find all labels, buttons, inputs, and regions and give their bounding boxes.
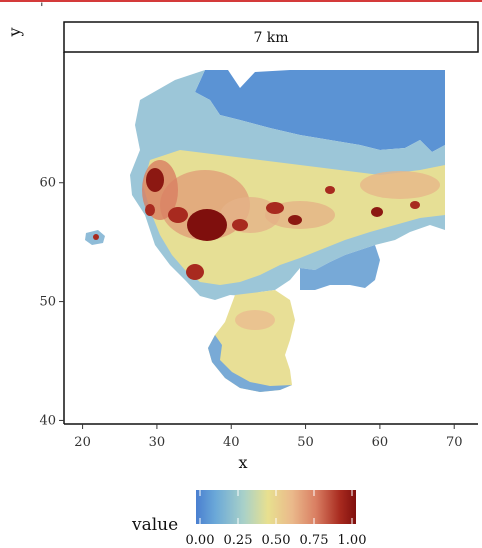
raster-hotspot [168, 207, 188, 223]
legend-title: value [131, 515, 178, 535]
raster-patch [360, 171, 440, 199]
legend: value 0.00 0.25 0.50 0.75 1.00 [131, 490, 366, 548]
plot-panel [85, 70, 445, 392]
raster-southeast [300, 245, 380, 290]
raster-hotspot [371, 207, 383, 217]
x-ticks: 20 30 40 50 60 70 [74, 424, 462, 450]
raster-hotspot [232, 219, 248, 231]
x-tick-label: 30 [149, 435, 166, 450]
y-tick-label: 50 [39, 295, 56, 310]
x-tick-label: 40 [223, 435, 240, 450]
y-axis-title: y [5, 27, 24, 37]
legend-break-label: 0.25 [224, 533, 253, 548]
raster-island-dot [93, 234, 99, 240]
x-tick-label: 20 [74, 435, 91, 450]
raster-hotspot [145, 204, 155, 216]
legend-break-label: 1.00 [338, 533, 367, 548]
facet-strip-label: 7 km [253, 30, 288, 46]
facet-strip [63, 21, 479, 53]
raster-region [85, 70, 445, 392]
legend-break-label: 0.50 [262, 533, 291, 548]
x-tick-label: 60 [372, 435, 389, 450]
raster-hotspot [266, 202, 284, 214]
legend-break-label: 0.00 [186, 533, 215, 548]
x-axis-title: x [238, 453, 247, 472]
raster-hotspot [325, 186, 335, 194]
raster-hotspot [288, 215, 302, 225]
raster-hotspot [187, 209, 227, 241]
top-mark: ' [40, 1, 44, 16]
raster-hotspot [186, 264, 204, 280]
y-tick-label: 40 [39, 413, 56, 428]
raster-hotspot [410, 201, 420, 209]
y-ticks: 40 50 60 [39, 176, 64, 428]
raster-south [208, 290, 295, 392]
y-tick-label: 60 [39, 176, 56, 191]
x-tick-label: 70 [446, 435, 463, 450]
raster-south-fringe [208, 335, 292, 392]
legend-break-label: 0.75 [300, 533, 329, 548]
x-tick-label: 50 [297, 435, 314, 450]
raster-patch [235, 310, 275, 330]
raster-north [195, 70, 445, 152]
legend-ticks: 0.00 0.25 0.50 0.75 1.00 [186, 490, 367, 548]
raster-hotspot [146, 168, 164, 192]
